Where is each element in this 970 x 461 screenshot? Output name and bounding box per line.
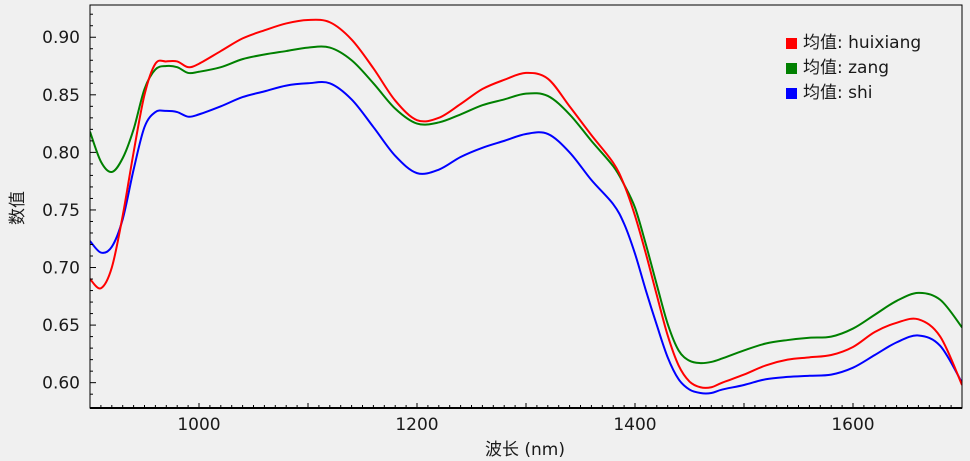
- legend-swatch-3: [786, 88, 797, 99]
- legend-label-2: 均值: zang: [803, 58, 889, 78]
- x-tick-label: 1600: [831, 415, 874, 435]
- y-axis-title: 数值: [8, 191, 28, 225]
- x-tick-label: 1400: [613, 415, 656, 435]
- y-tick-label: 0.70: [42, 259, 80, 279]
- series-line-2: [90, 45, 962, 365]
- y-tick-label: 0.65: [42, 316, 80, 336]
- legend-label-3: 均值: shi: [803, 83, 873, 103]
- y-tick-label: 0.90: [42, 28, 80, 48]
- legend-swatch-1: [786, 38, 797, 49]
- legend-label-1: 均值: huixiang: [803, 33, 921, 53]
- y-tick-label: 0.75: [42, 201, 80, 221]
- x-tick-label: 1000: [177, 415, 220, 435]
- y-tick-label: 0.80: [42, 143, 80, 163]
- y-tick-label: 0.60: [42, 374, 80, 394]
- x-axis-title: 波长 (nm): [485, 440, 565, 460]
- legend-swatch-2: [786, 63, 797, 74]
- series-line-1: [90, 18, 962, 389]
- x-tick-label: 1200: [395, 415, 438, 435]
- y-tick-label: 0.85: [42, 86, 80, 106]
- series-line-3: [90, 81, 962, 395]
